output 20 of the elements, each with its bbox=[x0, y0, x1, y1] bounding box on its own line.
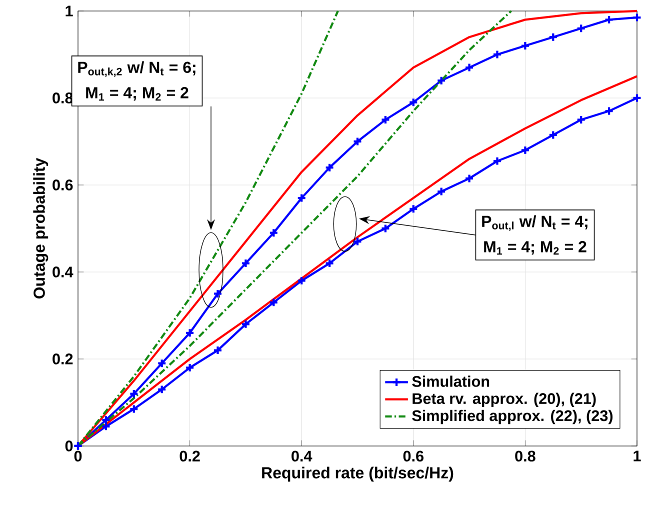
x-tick-label: 0.6 bbox=[403, 450, 424, 462]
annotation: M$_{1}$ = 4; M$_{2}$ = 2 bbox=[86, 87, 188, 101]
y-tick-label: 0.4 bbox=[52, 266, 74, 278]
x-tick-label: 0.2 bbox=[180, 450, 200, 462]
legend-label: Simplified approx. (22), (23) bbox=[412, 410, 613, 424]
x-tick-label: 0 bbox=[74, 450, 82, 462]
x-axis-title: Required rate (bit/sec/Hz) bbox=[262, 466, 454, 482]
x-tick-label: 1 bbox=[634, 450, 641, 462]
x-tick-label: 0.8 bbox=[515, 450, 536, 462]
y-tick-label: 0 bbox=[65, 440, 73, 452]
legend-label: Beta rv. approx. (20), (21) bbox=[412, 392, 596, 408]
annotation: P$_{out,k,2}$ w/ N$_{t}$ = 6; bbox=[78, 61, 196, 77]
y-axis-title: Outage probability bbox=[33, 158, 48, 299]
annotation: M$_{1}$ = 4; M$_{2}$ = 2 bbox=[484, 241, 586, 255]
x-tick-label: 0.4 bbox=[292, 450, 312, 462]
y-tick-label: 0.6 bbox=[52, 180, 73, 190]
y-tick-label: 0.2 bbox=[52, 354, 73, 364]
annotation: P$_{out,l}$ w/ N$_{t}$ = 4; bbox=[482, 215, 588, 231]
legend-label: Simulation bbox=[412, 376, 490, 387]
y-tick-label: 1 bbox=[66, 6, 73, 16]
